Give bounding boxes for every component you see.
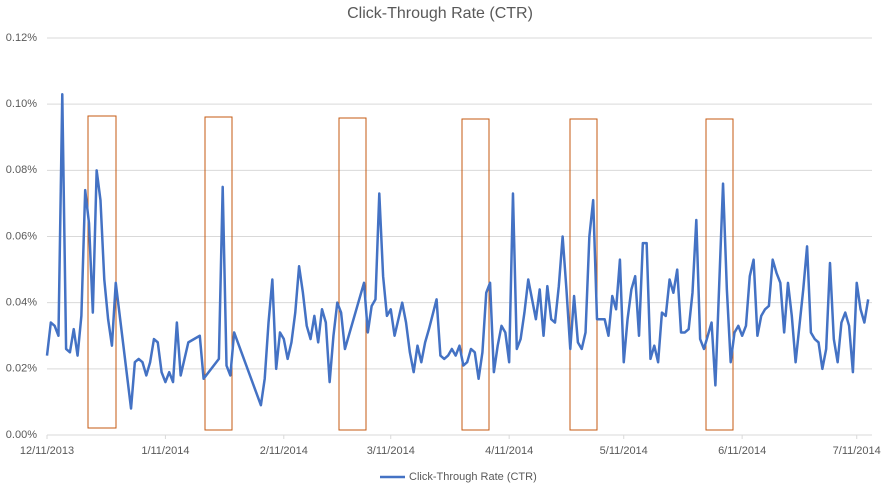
x-tick-label: 5/11/2014 bbox=[600, 445, 648, 457]
highlight-box bbox=[338, 117, 367, 431]
highlight-box bbox=[87, 115, 117, 429]
x-tick-label: 2/11/2014 bbox=[260, 445, 308, 457]
y-tick-label: 0.06% bbox=[6, 230, 37, 242]
y-tick-label: 0.02% bbox=[6, 363, 37, 375]
x-tick-label: 3/11/2014 bbox=[367, 445, 415, 457]
highlight-box bbox=[461, 118, 490, 431]
y-tick-label: 0.10% bbox=[6, 98, 37, 110]
y-tick-label: 0.00% bbox=[6, 429, 37, 441]
highlight-box bbox=[204, 116, 233, 431]
x-tick-label: 7/11/2014 bbox=[833, 445, 881, 457]
x-tick-label: 6/11/2014 bbox=[718, 445, 766, 457]
y-tick-label: 0.08% bbox=[6, 164, 37, 176]
x-tick-label: 1/11/2014 bbox=[141, 445, 189, 457]
highlight-boxes bbox=[87, 115, 734, 431]
y-tick-label: 0.04% bbox=[6, 297, 37, 309]
legend-label: Click-Through Rate (CTR) bbox=[409, 471, 537, 483]
highlight-box bbox=[705, 118, 734, 431]
highlight-box bbox=[569, 118, 598, 431]
x-tick-label: 4/11/2014 bbox=[485, 445, 533, 457]
x-tick-label: 12/11/2013 bbox=[20, 445, 74, 457]
y-tick-label: 0.12% bbox=[6, 32, 37, 44]
chart-title: Click-Through Rate (CTR) bbox=[347, 5, 533, 22]
data-line bbox=[45, 92, 870, 410]
